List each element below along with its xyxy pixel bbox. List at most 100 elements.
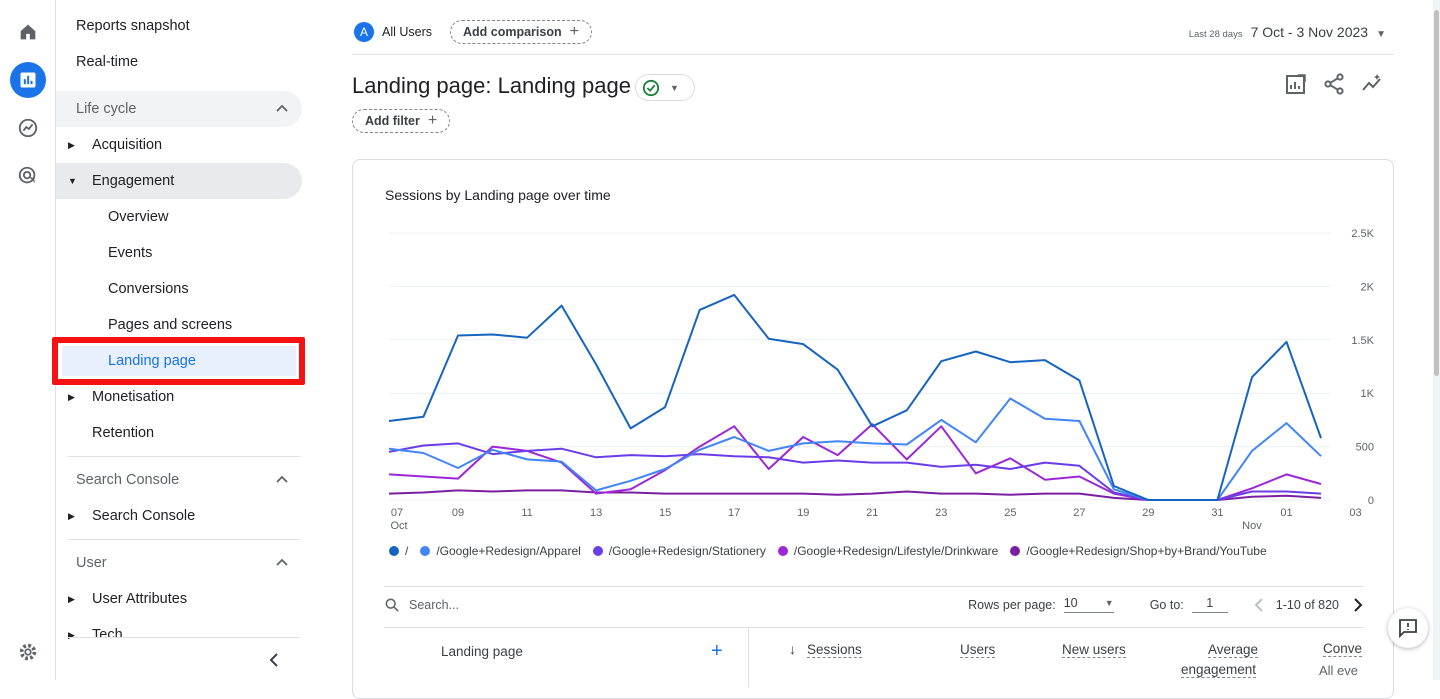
legend-label: / [405, 544, 409, 558]
y-tick-label: 500 [1356, 442, 1374, 454]
section-label: User [76, 555, 107, 571]
nav-realtime[interactable]: Real-time [76, 54, 139, 70]
legend-item[interactable]: /Google+Redesign/Apparel [420, 544, 581, 558]
x-tick-label: 31 [1211, 507, 1223, 519]
share-icon[interactable] [1322, 72, 1346, 96]
table-header-divider [384, 627, 1364, 628]
nav-overview[interactable]: Overview [108, 209, 169, 225]
table-pagination: Rows per page: 10 ▼ Go to: 1 1-10 of 820 [968, 596, 1363, 613]
column-header-avg-engagement[interactable]: Average [1208, 642, 1259, 658]
scrollbar-thumb[interactable] [1434, 10, 1439, 376]
home-icon[interactable] [10, 14, 46, 50]
main-content: A All Users Add comparison + Last 28 day… [312, 0, 1440, 699]
add-comparison-button[interactable]: Add comparison + [450, 20, 592, 44]
nav-user-attributes[interactable]: User Attributes [92, 591, 188, 607]
settings-icon[interactable] [10, 634, 46, 670]
nav-search-console[interactable]: Search Console [92, 508, 196, 524]
series-line [388, 293, 1322, 501]
explore-icon[interactable] [10, 110, 46, 146]
nav-reports-snapshot[interactable]: Reports snapshot [76, 18, 190, 34]
x-tick-label: 09 [452, 507, 464, 519]
caret-right-icon: ▶ [68, 629, 75, 640]
conversions-event-filter[interactable]: All eve [1319, 663, 1359, 678]
segment-chip[interactable]: A All Users [354, 20, 432, 44]
chart-card: Sessions by Landing page over time 2.5K 2… [352, 159, 1394, 699]
legend-item[interactable]: / [389, 544, 408, 558]
nav-divider [68, 456, 300, 457]
nav-monetisation[interactable]: Monetisation [92, 389, 175, 405]
segment-label: All Users [382, 25, 433, 39]
nav-section-lifecycle[interactable]: Life cycle [56, 92, 302, 126]
next-page-icon[interactable] [1353, 597, 1363, 612]
dropdown-arrow-icon: ▼ [1376, 29, 1386, 40]
goto-page-input[interactable]: 1 [1191, 596, 1228, 613]
column-header-landing-page[interactable]: Landing page [441, 644, 523, 659]
rows-per-page-value: 10 [1063, 596, 1078, 610]
x-tick-label: 07 [391, 507, 403, 519]
add-filter-button[interactable]: Add filter + [352, 109, 451, 133]
y-tick-label: 0 [1368, 495, 1374, 507]
page-scrollbar[interactable] [1433, 0, 1440, 680]
legend-item[interactable]: /Google+Redesign/Lifestyle/Drinkware [777, 544, 999, 558]
search-input[interactable]: Search... [409, 598, 460, 612]
nav-events[interactable]: Events [108, 245, 153, 261]
section-label: Search Console [76, 472, 180, 488]
column-header-new-users[interactable]: New users [1062, 642, 1126, 658]
column-divider [748, 627, 749, 687]
caret-down-icon: ▼ [68, 176, 77, 186]
reports-icon[interactable] [10, 62, 46, 98]
table-search[interactable]: Search... [385, 598, 459, 612]
x-tick-sublabel: Nov [1242, 520, 1262, 532]
customize-report-icon[interactable] [1284, 72, 1308, 96]
date-range-picker[interactable]: Last 28 days 7 Oct - 3 Nov 2023 ▼ [1189, 24, 1386, 40]
nav-tech[interactable]: Tech [92, 627, 123, 638]
nav-section-user[interactable]: User [56, 546, 302, 580]
y-tick-label: 1K [1361, 388, 1375, 400]
chevron-up-icon [276, 558, 288, 566]
legend-dot [777, 546, 788, 556]
previous-page-icon[interactable] [1254, 597, 1264, 612]
advertising-icon[interactable] [10, 158, 46, 194]
nav-retention[interactable]: Retention [92, 425, 155, 441]
legend-item[interactable]: /Google+Redesign/Shop+by+Brand/YouTube [1010, 544, 1267, 558]
legend-dot [592, 546, 603, 556]
nav-pages-and-screens[interactable]: Pages and screens [108, 317, 233, 333]
x-tick-label: 21 [866, 507, 878, 519]
caret-right-icon: ▶ [68, 510, 75, 521]
sort-down-icon[interactable]: ↓ [789, 641, 796, 657]
column-header-avg-engagement-line2[interactable]: engagement [1181, 662, 1257, 678]
legend-label: /Google+Redesign/Stationery [608, 544, 766, 558]
chart-title: Sessions by Landing page over time [385, 187, 611, 203]
nav-section-search-console[interactable]: Search Console [56, 463, 302, 497]
rows-per-page-select[interactable]: 10 ▼ [1063, 596, 1114, 613]
date-range-value: 7 Oct - 3 Nov 2023 [1250, 24, 1369, 40]
add-dimension-icon[interactable]: + [711, 640, 723, 662]
caret-right-icon: ▶ [68, 593, 75, 604]
header-divider [352, 54, 1394, 55]
app-rail [0, 0, 56, 680]
column-header-sessions[interactable]: Sessions [807, 642, 862, 658]
feedback-button[interactable] [1388, 608, 1428, 648]
y-tick-label: 2.5K [1351, 228, 1374, 240]
x-tick-label: 29 [1142, 507, 1154, 519]
legend-label: /Google+Redesign/Shop+by+Brand/YouTube [1026, 544, 1267, 558]
add-comparison-label: Add comparison [463, 25, 562, 39]
chart-legend: / /Google+Redesign/Apparel/Google+Redesig… [389, 544, 1267, 558]
lifecycle-highlight [56, 91, 302, 127]
x-tick-sublabel: Oct [390, 520, 407, 532]
column-header-users[interactable]: Users [960, 642, 996, 658]
column-header-conversions[interactable]: Conve [1323, 641, 1363, 657]
caret-right-icon: ▶ [68, 391, 75, 402]
report-status-button[interactable]: ▼ [635, 74, 695, 101]
nav-conversions[interactable]: Conversions [108, 281, 189, 297]
legend-dot [420, 546, 431, 556]
search-icon [385, 598, 399, 612]
legend-label: /Google+Redesign/Lifestyle/Drinkware [793, 544, 999, 558]
collapse-nav-icon[interactable] [268, 652, 280, 673]
legend-item[interactable]: /Google+Redesign/Stationery [592, 544, 766, 558]
x-tick-label: 23 [935, 507, 947, 519]
insights-icon[interactable] [1360, 72, 1384, 96]
nav-landing-page[interactable]: Landing page [108, 353, 196, 369]
nav-acquisition[interactable]: Acquisition [92, 137, 163, 153]
nav-engagement[interactable]: Engagement [92, 173, 175, 189]
